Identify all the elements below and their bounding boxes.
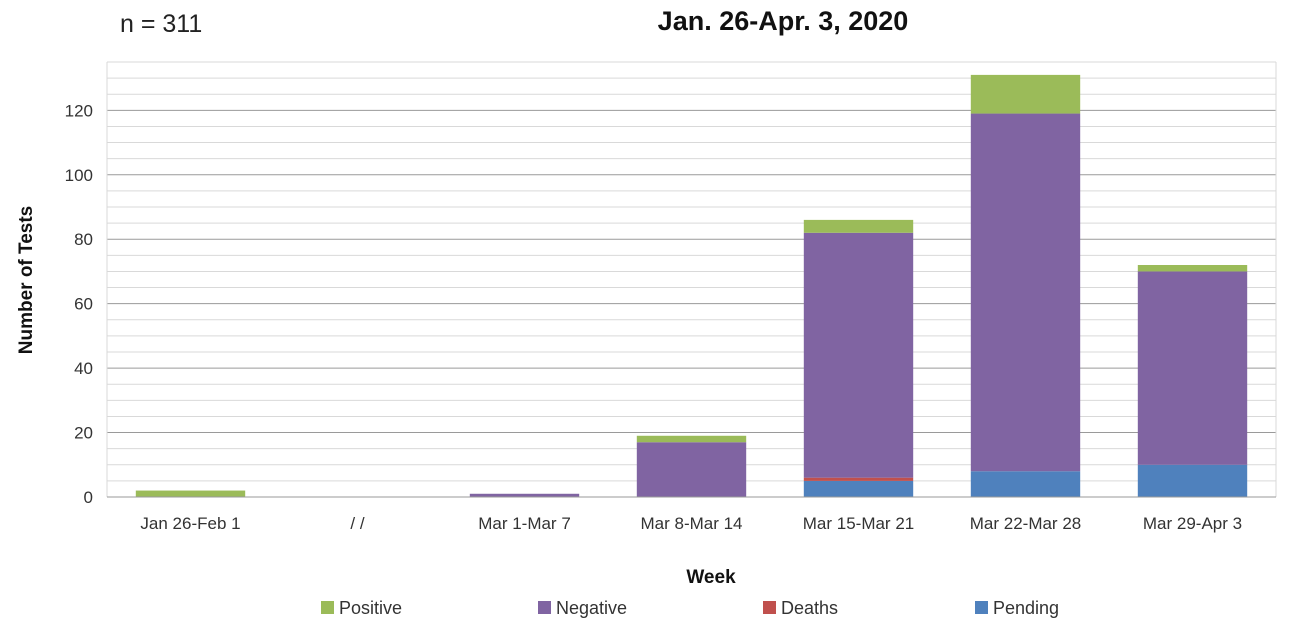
x-axis-categories: Jan 26-Feb 1 / / Mar 1-Mar 7 Mar 8-Mar 14 Ma… [140,514,1242,533]
bar-segment-positive [803,219,914,233]
legend: Positive Negative Deaths Pending [321,598,1059,618]
x-category-label: Mar 8-Mar 14 [640,514,742,533]
x-category-label: Mar 29-Apr 3 [1143,514,1242,533]
bar-segment-pending [970,471,1081,497]
y-tick-label: 40 [74,359,93,378]
x-category-label: Mar 15-Mar 21 [803,514,914,533]
chart-title: Jan. 26-Apr. 3, 2020 [658,6,909,36]
bar-segment-positive [135,490,246,497]
gridlines [106,61,1277,498]
bar-segment-positive [970,74,1081,114]
sample-size-note: n = 311 [120,10,202,38]
bar-segment-pending [1137,464,1248,497]
legend-swatch-negative [538,601,551,614]
bar-segment-positive [1137,265,1248,272]
legend-label-positive: Positive [339,598,402,618]
x-axis-title: Week [686,567,736,588]
bar-segment-negative [636,442,747,497]
y-tick-label: 20 [74,424,93,443]
bars [107,74,1276,498]
bar-segment-deaths [803,477,914,481]
legend-swatch-pending [975,601,988,614]
y-tick-label: 100 [65,166,93,185]
x-category-label: / / [350,514,364,533]
legend-swatch-deaths [763,601,776,614]
y-tick-label: 60 [74,295,93,314]
legend-label-negative: Negative [556,598,627,618]
y-axis-title: Number of Tests [16,206,37,355]
y-tick-label: 120 [65,101,93,120]
bar-segment-negative [970,113,1081,472]
x-category-label: Mar 22-Mar 28 [970,514,1081,533]
bar-segment-positive [636,435,747,443]
legend-swatch-positive [321,601,334,614]
legend-label-pending: Pending [993,598,1059,618]
legend-label-deaths: Deaths [781,598,838,618]
bar-segment-negative [803,232,914,478]
y-tick-label: 0 [84,488,93,507]
x-category-label: Mar 1-Mar 7 [478,514,571,533]
bar-segment-negative [1137,271,1248,465]
bar-segment-negative [469,493,580,497]
x-category-label: Jan 26-Feb 1 [140,514,240,533]
y-axis-ticks: 0 20 40 60 80 100 120 [65,101,93,507]
y-tick-label: 80 [74,230,93,249]
bar-segment-pending [803,480,914,497]
